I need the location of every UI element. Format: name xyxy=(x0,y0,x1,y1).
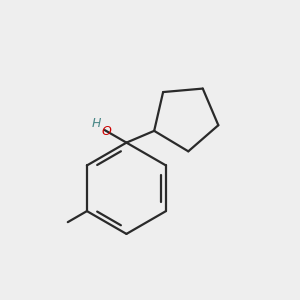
Text: O: O xyxy=(101,125,111,138)
Text: H: H xyxy=(92,117,101,130)
